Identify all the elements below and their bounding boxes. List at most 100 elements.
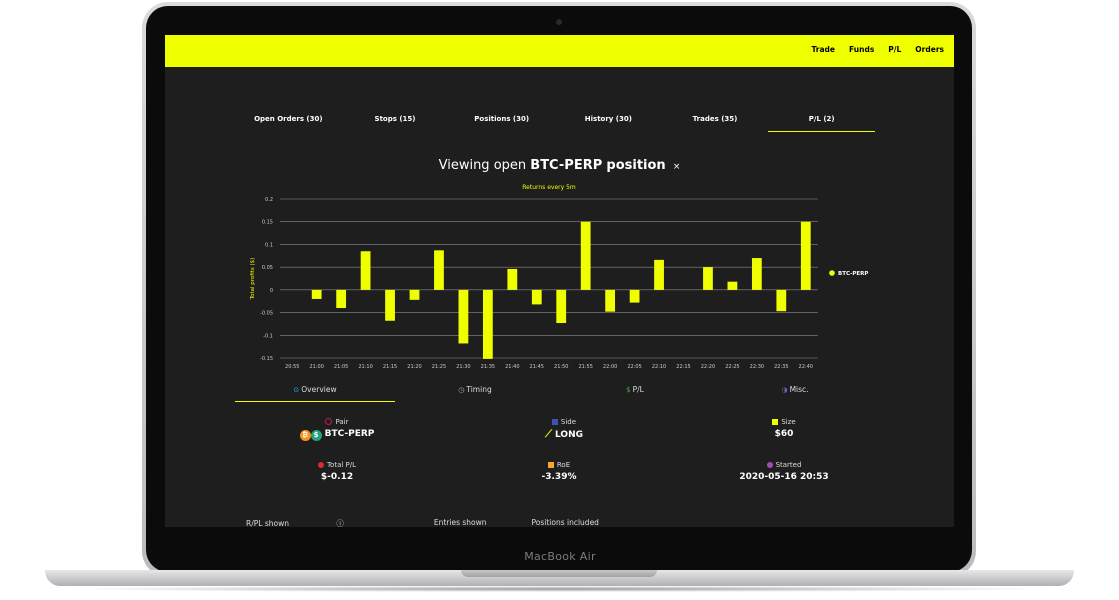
x-tick-label: 21:15 <box>383 364 397 370</box>
stat-value: 2020-05-16 20:53 <box>739 472 829 482</box>
calendar-icon <box>766 462 773 468</box>
detail-tabs: ⊙ Overview ◷ Timing $ P/L ◑ Misc. <box>235 385 875 402</box>
y-tick-label: 0 <box>270 288 273 294</box>
stat-label: Size <box>781 418 796 426</box>
x-tick-label: 21:25 <box>432 364 446 370</box>
bar <box>751 258 762 290</box>
cash-icon <box>547 462 554 468</box>
subtab-timing[interactable]: ◷ Timing <box>395 385 555 401</box>
bar <box>654 259 664 290</box>
chart-title: Returns every 5m <box>522 184 576 191</box>
x-tick-label: 21:00 <box>309 364 323 370</box>
top-nav: Trade Funds P/L Orders <box>812 45 945 54</box>
top-bar: Trade Funds P/L Orders <box>165 35 954 67</box>
trend-up-icon: ⟋ <box>545 429 552 440</box>
stat-label: Total P/L <box>326 461 357 469</box>
bar <box>434 250 444 290</box>
subtab-label: Overview <box>301 385 337 394</box>
title-suffix: position <box>606 158 666 173</box>
stat-label: Side <box>560 418 577 426</box>
bar <box>409 289 420 300</box>
nav-trade[interactable]: Trade <box>811 45 836 54</box>
entries-shown-label[interactable]: Entries shown <box>433 518 487 527</box>
stat-value: -3.39% <box>541 472 577 482</box>
stat-value: LONG <box>555 430 583 440</box>
x-tick-label: 22:25 <box>725 364 739 370</box>
stat-label: RoE <box>556 461 571 469</box>
tab-trades[interactable]: Trades (35) <box>692 115 738 123</box>
bar <box>776 289 787 312</box>
filter-row: R/PL shown ⓘ Entries shown Positions inc… <box>246 518 644 527</box>
stat-total-pl: Total P/L $-0.12 <box>267 461 407 482</box>
stat-side: Side ⟋ LONG <box>494 418 634 440</box>
bar <box>458 289 469 344</box>
bar <box>336 289 347 309</box>
bar <box>311 289 322 299</box>
dollar-icon: $ <box>626 386 631 394</box>
pair-icon <box>325 418 333 425</box>
side-icon <box>551 419 558 425</box>
x-tick-label: 22:15 <box>676 364 690 370</box>
y-tick-label: 0.05 <box>262 265 273 271</box>
dollar-coin-icon: $ <box>310 430 322 441</box>
laptop-notch <box>461 570 657 577</box>
y-tick-label: -0.15 <box>260 356 273 362</box>
nav-funds[interactable]: Funds <box>849 45 875 54</box>
tab-pl[interactable]: P/L (2) <box>768 113 876 132</box>
x-tick-label: 21:40 <box>505 364 519 370</box>
close-icon[interactable]: × <box>672 162 681 172</box>
base-shadow <box>60 586 1060 592</box>
x-tick-label: 21:50 <box>554 364 568 370</box>
x-tick-label: 22:30 <box>750 364 764 370</box>
stat-value: $-0.12 <box>320 472 354 482</box>
clock-icon: ◷ <box>458 386 465 394</box>
x-tick-label: 20:55 <box>285 364 299 370</box>
returns-chart: Returns every 5m -0.15 -0.1 -0.05 0 0.05 0.1 0.… <box>250 184 868 370</box>
x-tick-label: 21:55 <box>578 364 592 370</box>
stat-value: BTC-PERP <box>324 429 375 439</box>
x-tick-label: 21:45 <box>530 364 544 370</box>
x-tick-label: 22:00 <box>603 364 617 370</box>
x-tick-label: 21:10 <box>358 364 372 370</box>
app-screen: Trade Funds P/L Orders Open Orders (30) … <box>165 35 954 527</box>
bar <box>580 221 591 290</box>
grid-icon <box>772 419 779 425</box>
bar <box>703 267 713 290</box>
positions-included-label[interactable]: Positions included <box>531 518 599 527</box>
rpl-shown-label[interactable]: R/PL shown ⓘ <box>246 518 389 527</box>
x-tick-label: 22:10 <box>652 364 666 370</box>
legend-label: BTC-PERP <box>838 271 868 277</box>
nav-pl[interactable]: P/L <box>888 45 902 54</box>
y-tick-label: -0.1 <box>263 333 273 339</box>
subtab-label: Misc. <box>789 385 809 394</box>
legend-marker <box>829 270 835 276</box>
bar <box>482 289 493 359</box>
subtab-pl[interactable]: $ P/L <box>555 385 715 401</box>
bar <box>605 289 616 312</box>
subtab-misc[interactable]: ◑ Misc. <box>715 385 875 401</box>
tab-positions[interactable]: Positions (30) <box>474 115 530 123</box>
nav-orders[interactable]: Orders <box>915 45 944 54</box>
bar <box>507 268 518 290</box>
stat-pair: Pair ₿ $ BTC-PERP <box>267 418 407 441</box>
tab-open-orders[interactable]: Open Orders (30) <box>254 115 323 123</box>
x-tick-label: 21:30 <box>456 364 470 370</box>
tab-history[interactable]: History (30) <box>584 115 632 123</box>
y-tick-label: 0.15 <box>262 220 273 226</box>
bag-icon <box>317 462 324 468</box>
stat-label: Started <box>775 461 802 469</box>
y-axis-label: Total profits ($) <box>250 258 256 301</box>
camera-icon <box>556 19 562 25</box>
y-tick-label: 0.1 <box>265 242 273 248</box>
subtab-label: P/L <box>632 385 644 394</box>
stat-value: $60 <box>774 429 794 439</box>
subtab-overview[interactable]: ⊙ Overview <box>235 385 395 402</box>
stat-started: Started 2020-05-16 20:53 <box>714 461 854 482</box>
x-tick-label: 21:05 <box>334 364 348 370</box>
stat-roe: RoE -3.39% <box>489 461 629 482</box>
x-tick-label: 21:35 <box>481 364 495 370</box>
x-tick-label: 22:35 <box>774 364 788 370</box>
tab-stops[interactable]: Stops (15) <box>374 115 416 123</box>
overview-icon: ⊙ <box>293 386 300 394</box>
device-label: MacBook Air <box>524 550 596 563</box>
